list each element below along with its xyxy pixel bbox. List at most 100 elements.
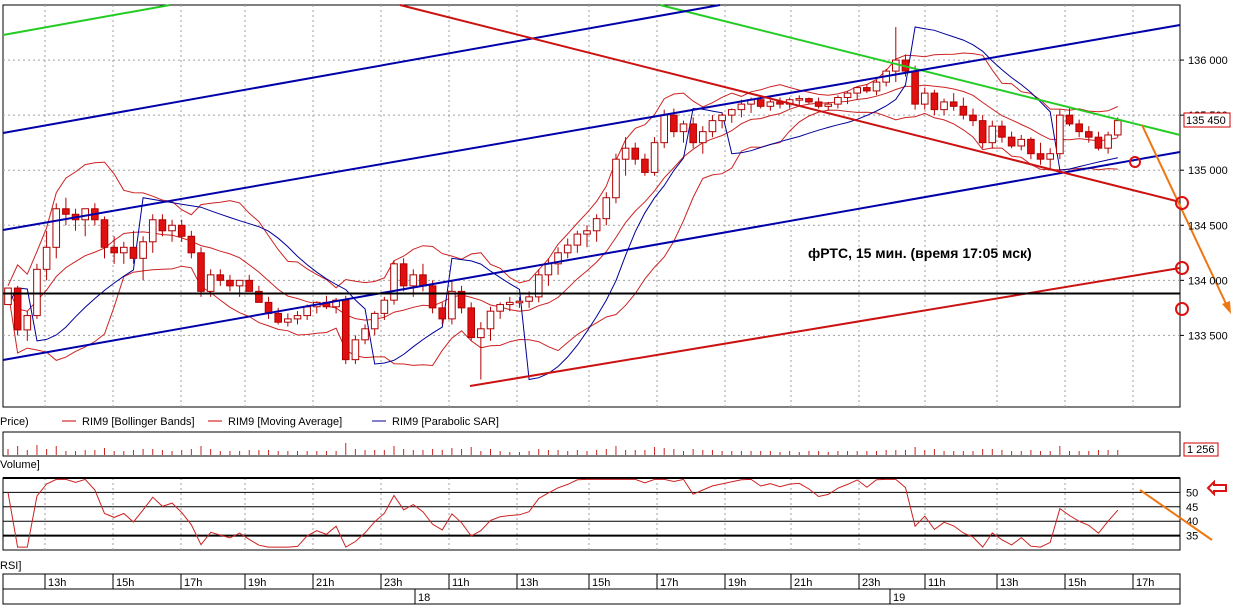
candle-body bbox=[650, 142, 659, 173]
candle-body bbox=[23, 315, 32, 331]
candle-body bbox=[158, 219, 167, 232]
rsi-panel-label: RSI] bbox=[0, 560, 21, 572]
candle-body bbox=[679, 123, 688, 133]
volume-value-box bbox=[1183, 442, 1219, 457]
orange-arrow-head bbox=[1222, 301, 1231, 314]
candle-body bbox=[293, 315, 302, 320]
bollinger-lower bbox=[7, 109, 1118, 367]
candle-body bbox=[641, 158, 649, 173]
chart-annotation: фРТС, 15 мин. (время 17:05 мск) bbox=[808, 245, 1032, 261]
price-panel: фРТС, 15 мин. (время 17:05 мск) bbox=[2, 4, 1231, 408]
candle-body bbox=[1046, 153, 1055, 160]
candle-body bbox=[1056, 114, 1064, 155]
candle-body bbox=[1094, 136, 1103, 149]
rsi-orange-arrow bbox=[1139, 489, 1213, 541]
day-label: 18 bbox=[418, 592, 430, 604]
candle-body bbox=[486, 310, 495, 330]
green-trend-line bbox=[2, 4, 171, 36]
candle-body bbox=[814, 101, 823, 107]
candle-body bbox=[969, 114, 977, 122]
last-price-badge: 135 450 bbox=[1183, 112, 1231, 128]
rsi-line bbox=[7, 478, 1119, 548]
candle-body bbox=[477, 328, 485, 339]
candle-body bbox=[177, 224, 186, 237]
price-tick-label: 133 500 bbox=[1188, 330, 1228, 342]
legend-label: RIM9 [Bollinger Bands] bbox=[82, 416, 195, 428]
candle-body bbox=[708, 120, 717, 133]
candle-body bbox=[727, 109, 736, 116]
candle-body bbox=[206, 274, 215, 292]
candle-body bbox=[834, 97, 842, 105]
candle-body bbox=[139, 241, 147, 259]
candle-body bbox=[824, 103, 833, 107]
candles bbox=[4, 27, 1122, 380]
candle-body bbox=[689, 123, 697, 144]
candle-body bbox=[920, 92, 929, 105]
candle-body bbox=[361, 328, 369, 341]
candle-body bbox=[766, 101, 775, 107]
day-label: 19 bbox=[893, 592, 905, 604]
candle-body bbox=[718, 114, 726, 122]
rsi-tick-label: 45 bbox=[1186, 502, 1198, 514]
candle-body bbox=[303, 306, 311, 317]
candle-body bbox=[988, 125, 997, 144]
legend: Price) RIM9 [Bollinger Bands] RIM9 [Moving… bbox=[0, 416, 499, 428]
candle-body bbox=[496, 304, 504, 312]
candle-body bbox=[573, 233, 582, 246]
time-label: 17h bbox=[660, 577, 678, 589]
bollinger-upper bbox=[7, 52, 1119, 289]
trend-lines bbox=[2, 4, 1231, 387]
candle-body bbox=[33, 268, 41, 317]
candle-body bbox=[457, 290, 466, 309]
candle-body bbox=[1007, 136, 1016, 147]
candle-body bbox=[534, 274, 543, 298]
time-label: 11h bbox=[928, 577, 946, 589]
candle-body bbox=[1113, 120, 1122, 136]
candle-body bbox=[370, 312, 379, 330]
candle-body bbox=[756, 99, 765, 107]
candle-body bbox=[341, 299, 350, 361]
time-label: 13h bbox=[48, 577, 66, 589]
candle-body bbox=[235, 279, 244, 287]
legend-label: RIM9 [Moving Average] bbox=[228, 416, 342, 428]
candle-body bbox=[863, 87, 871, 92]
candle-body bbox=[602, 197, 611, 220]
price-tick-label: 136 000 bbox=[1188, 55, 1228, 67]
last-price-box bbox=[1183, 112, 1231, 128]
candle-body bbox=[120, 246, 128, 254]
orange-arrow-line bbox=[1141, 124, 1229, 309]
legend-label: RIM9 [Parabolic SAR] bbox=[392, 416, 499, 428]
candle-body bbox=[805, 98, 813, 103]
candle-body bbox=[409, 274, 418, 287]
rsi-tick-label: 35 bbox=[1186, 531, 1198, 543]
target-circle bbox=[1175, 302, 1189, 316]
candle-body bbox=[940, 101, 948, 111]
candle-body bbox=[631, 147, 640, 160]
red-support-line bbox=[469, 267, 1181, 387]
candle-body bbox=[1085, 131, 1093, 138]
legend-label: Price) bbox=[0, 416, 29, 428]
candle-body bbox=[380, 299, 389, 314]
candle-body bbox=[515, 300, 524, 304]
candle-body bbox=[216, 274, 225, 281]
candle-body bbox=[853, 87, 862, 94]
target-circle bbox=[1175, 196, 1189, 210]
volume-panel: 1 256 Volume] bbox=[0, 431, 1219, 471]
candle-body bbox=[1027, 138, 1035, 155]
rsi-grid bbox=[44, 478, 1134, 550]
price-tick-label: 134 000 bbox=[1188, 275, 1228, 287]
volume-bars bbox=[7, 443, 1119, 455]
candle-body bbox=[583, 230, 591, 235]
candle-body bbox=[100, 219, 109, 248]
time-label: 23h bbox=[862, 577, 880, 589]
candle-body bbox=[737, 103, 746, 111]
candle-body bbox=[129, 246, 138, 259]
price-tick-label: 135 000 bbox=[1188, 165, 1228, 177]
candle-body bbox=[148, 219, 157, 243]
candle-body bbox=[467, 307, 475, 339]
candle-body bbox=[274, 312, 282, 323]
candle-body bbox=[525, 296, 533, 302]
candle-body bbox=[428, 285, 437, 309]
